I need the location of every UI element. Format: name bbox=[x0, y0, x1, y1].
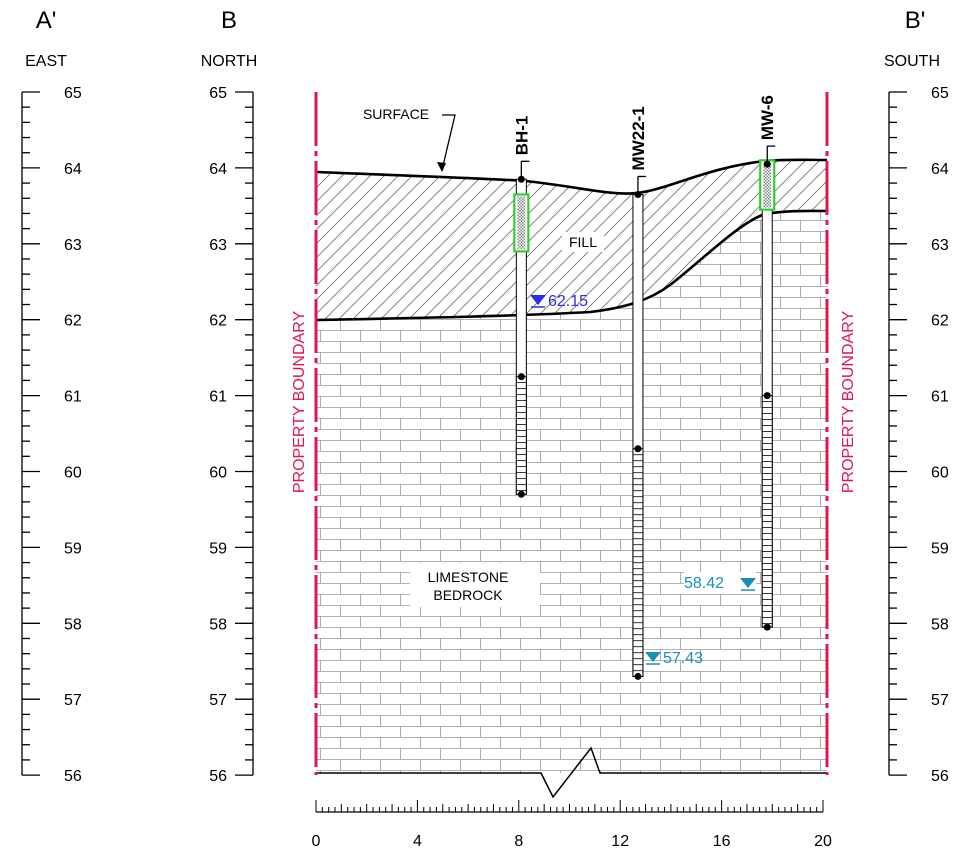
elevation-tick-label: 57 bbox=[931, 692, 949, 709]
elevation-tick-label: 59 bbox=[64, 540, 82, 557]
left-direction-label: EAST bbox=[25, 53, 67, 70]
elevation-scale-middle: 65 64 63 62 61 60 59 58 57 56 bbox=[209, 85, 254, 785]
well-name-label: MW22-1 bbox=[629, 106, 648, 170]
elevation-tick-label: 62 bbox=[64, 313, 82, 330]
elevation-tick-label: 59 bbox=[209, 540, 227, 557]
right-direction-label: SOUTH bbox=[884, 53, 940, 70]
elevation-tick-label: 63 bbox=[931, 237, 949, 254]
left-section-letter: A' bbox=[36, 7, 57, 34]
limestone-bedrock-layer bbox=[316, 210, 827, 773]
elevation-tick-label: 64 bbox=[64, 161, 82, 178]
distance-tick-label: 20 bbox=[814, 833, 832, 850]
elevation-tick-label: 64 bbox=[931, 161, 949, 178]
well-marker-dot bbox=[634, 672, 642, 680]
elevation-tick-label: 60 bbox=[64, 465, 82, 482]
well-marker-dot bbox=[634, 445, 642, 453]
distance-tick-label: 0 bbox=[312, 833, 321, 850]
elevation-tick-label: 56 bbox=[64, 768, 82, 785]
elevation-tick-label: 59 bbox=[931, 540, 949, 557]
well-mw-6: MW-6 bbox=[758, 95, 777, 631]
water-level-mw22-1: 57.43 bbox=[645, 650, 703, 667]
elevation-tick-label: 62 bbox=[209, 313, 227, 330]
horizontal-distance-scale: 0 4 8 12 16 20 bbox=[312, 800, 832, 850]
elevation-tick-label: 64 bbox=[209, 161, 227, 178]
elevation-tick-label: 56 bbox=[209, 768, 227, 785]
wells-group: BH-1 MW22-1 MW-6 bbox=[512, 95, 777, 680]
elevation-tick-label: 58 bbox=[209, 616, 227, 633]
fill-label-bg bbox=[562, 232, 604, 252]
property-boundary-label-right: PROPERTY BOUNDARY bbox=[840, 311, 857, 494]
middle-direction-label: NORTH bbox=[201, 53, 258, 70]
well-screen-fill bbox=[763, 162, 772, 208]
well-screen-fill bbox=[517, 196, 526, 250]
bedrock-label-line1: LIMESTONE bbox=[428, 569, 509, 585]
elevation-tick-label: 60 bbox=[209, 465, 227, 482]
water-level-value: 62.15 bbox=[548, 293, 588, 310]
well-name-label: MW-6 bbox=[758, 95, 777, 140]
bedrock-label-line2: BEDROCK bbox=[433, 587, 503, 603]
surface-leader-line bbox=[441, 114, 456, 171]
well-marker-dot bbox=[763, 623, 771, 631]
well-open-interval bbox=[761, 395, 773, 628]
water-level-triangle-icon bbox=[530, 295, 546, 305]
elevation-scale-right: 65 64 63 62 61 60 59 58 57 56 bbox=[888, 85, 949, 785]
surface-leader-arrowhead bbox=[437, 162, 446, 172]
water-level-triangle-icon bbox=[740, 578, 756, 588]
well-marker-dot bbox=[763, 392, 771, 400]
elevation-tick-label: 61 bbox=[209, 389, 227, 406]
well-marker-dot bbox=[517, 373, 525, 381]
elevation-tick-label: 63 bbox=[209, 237, 227, 254]
section-break-line bbox=[316, 746, 827, 799]
elevation-tick-label: 61 bbox=[64, 389, 82, 406]
distance-tick-label: 12 bbox=[611, 833, 629, 850]
elevation-tick-label: 65 bbox=[209, 85, 227, 102]
right-section-letter: B' bbox=[905, 7, 926, 34]
distance-tick-label: 8 bbox=[514, 833, 523, 850]
elevation-scale-left: 65 64 63 62 61 60 59 58 57 56 bbox=[21, 85, 82, 785]
well-name-label: BH-1 bbox=[512, 116, 531, 156]
distance-tick-label: 4 bbox=[413, 833, 422, 850]
elevation-tick-label: 57 bbox=[209, 692, 227, 709]
distance-tick-label: 16 bbox=[713, 833, 731, 850]
water-level-mw-6: 58.42 bbox=[684, 572, 756, 594]
water-level-value: 58.42 bbox=[684, 575, 724, 592]
water-level-triangle-icon bbox=[645, 652, 661, 662]
property-boundary-label-left: PROPERTY BOUNDARY bbox=[291, 311, 308, 494]
well-marker-dot bbox=[517, 490, 525, 498]
elevation-tick-label: 58 bbox=[64, 616, 82, 633]
elevation-tick-label: 65 bbox=[931, 85, 949, 102]
well-bh-1: BH-1 bbox=[512, 116, 531, 498]
elevation-tick-label: 61 bbox=[931, 389, 949, 406]
water-level-label-bg bbox=[684, 572, 756, 594]
well-mw22-1: MW22-1 bbox=[629, 106, 648, 680]
elevation-tick-label: 65 bbox=[64, 85, 82, 102]
elevation-tick-label: 58 bbox=[931, 616, 949, 633]
bedrock-label-bg bbox=[410, 563, 540, 607]
fill-label: FILL bbox=[569, 234, 597, 250]
elevation-tick-label: 57 bbox=[64, 692, 82, 709]
elevation-tick-label: 62 bbox=[931, 313, 949, 330]
elevation-tick-label: 60 bbox=[931, 465, 949, 482]
water-level-value: 57.43 bbox=[663, 650, 703, 667]
elevation-tick-label: 56 bbox=[931, 768, 949, 785]
surface-label: SURFACE bbox=[363, 106, 429, 122]
elevation-tick-label: 63 bbox=[64, 237, 82, 254]
water-level-bh-1: 62.15 bbox=[530, 293, 588, 310]
middle-section-letter: B bbox=[221, 7, 237, 34]
